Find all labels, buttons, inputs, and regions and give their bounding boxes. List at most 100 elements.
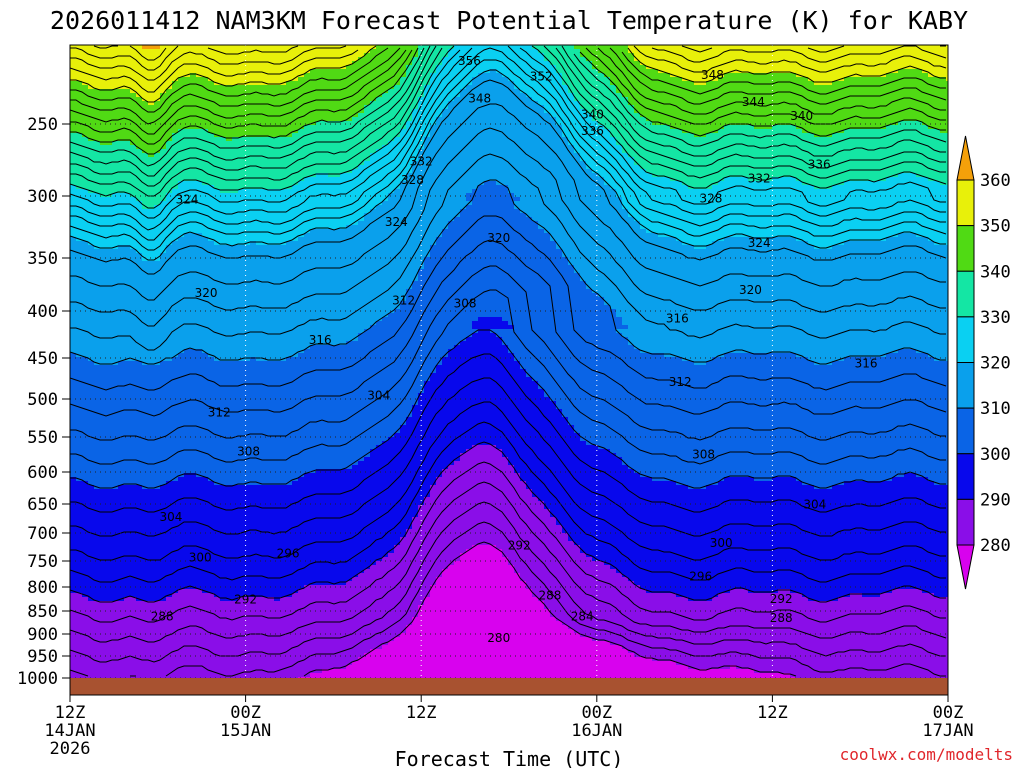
color-cell	[100, 645, 107, 650]
color-cell	[100, 597, 107, 602]
color-cell	[106, 501, 113, 506]
color-cell	[94, 49, 101, 54]
color-cell	[130, 285, 137, 290]
color-cell	[118, 205, 125, 210]
color-cell	[100, 577, 107, 582]
color-cell	[106, 245, 113, 250]
color-cell	[136, 445, 143, 450]
color-cell	[70, 601, 77, 606]
color-cell	[124, 265, 131, 270]
color-cell	[94, 469, 101, 474]
color-cell	[136, 365, 143, 370]
color-cell	[142, 241, 149, 246]
color-cell	[136, 257, 143, 262]
color-cell	[88, 357, 95, 362]
color-cell	[82, 421, 89, 426]
color-cell	[82, 285, 89, 290]
color-cell	[142, 145, 149, 150]
color-cell	[136, 545, 143, 550]
color-cell	[124, 649, 131, 654]
color-cell	[82, 441, 89, 446]
color-cell	[112, 657, 119, 662]
color-cell	[124, 297, 131, 302]
color-cell	[130, 125, 137, 130]
color-cell	[100, 321, 107, 326]
color-cell	[124, 305, 131, 310]
color-cell	[88, 193, 95, 198]
color-cell	[88, 297, 95, 302]
color-cell	[94, 377, 101, 382]
color-cell	[118, 349, 125, 354]
color-cell	[136, 421, 143, 426]
color-cell	[100, 469, 107, 474]
color-cell	[106, 201, 113, 206]
color-cell	[70, 469, 77, 474]
color-cell	[88, 545, 95, 550]
color-cell	[142, 537, 149, 542]
color-cell	[70, 113, 77, 118]
color-cell	[142, 469, 149, 474]
color-cell	[136, 629, 143, 634]
color-cell	[88, 285, 95, 290]
color-cell	[94, 593, 101, 598]
color-cell	[130, 317, 137, 322]
color-cell	[70, 81, 77, 86]
color-cell	[88, 609, 95, 614]
color-cell	[124, 529, 131, 534]
color-cell	[142, 513, 149, 518]
color-cell	[106, 401, 113, 406]
color-cell	[142, 481, 149, 486]
color-cell	[70, 293, 77, 298]
color-cell	[124, 165, 131, 170]
color-cell	[82, 517, 89, 522]
color-cell	[76, 333, 83, 338]
color-cell	[82, 77, 89, 82]
color-cell	[130, 429, 137, 434]
color-cell	[136, 353, 143, 358]
color-cell	[82, 97, 89, 102]
color-cell	[124, 505, 131, 510]
color-cell	[118, 189, 125, 194]
color-cell	[124, 669, 131, 674]
color-cell	[106, 313, 113, 318]
color-cell	[94, 241, 101, 246]
color-cell	[118, 249, 125, 254]
color-cell	[70, 341, 77, 346]
color-cell	[94, 465, 101, 470]
color-cell	[112, 321, 119, 326]
color-cell	[88, 389, 95, 394]
color-cell	[124, 389, 131, 394]
color-cell	[124, 373, 131, 378]
color-cell	[100, 545, 107, 550]
color-cell	[130, 673, 137, 678]
color-cell	[88, 345, 95, 350]
color-cell	[130, 441, 137, 446]
color-cell	[118, 197, 125, 202]
color-cell	[124, 341, 131, 346]
color-cell	[136, 673, 143, 678]
color-cell	[106, 281, 113, 286]
color-cell	[124, 153, 131, 158]
color-cell	[76, 393, 83, 398]
color-cell	[70, 617, 77, 622]
color-cell	[70, 321, 77, 326]
color-cell	[88, 337, 95, 342]
color-cell	[70, 545, 77, 550]
color-cell	[130, 465, 137, 470]
color-cell	[88, 521, 95, 526]
color-cell	[142, 489, 149, 494]
color-cell	[112, 117, 119, 122]
color-cell	[82, 181, 89, 186]
color-cell	[112, 401, 119, 406]
color-cell	[124, 525, 131, 530]
color-cell	[76, 361, 83, 366]
color-cell	[100, 273, 107, 278]
color-cell	[100, 241, 107, 246]
color-cell	[130, 537, 137, 542]
color-cell	[70, 165, 77, 170]
color-cell	[136, 281, 143, 286]
color-cell	[136, 425, 143, 430]
color-cell	[118, 545, 125, 550]
color-cell	[112, 553, 119, 558]
color-cell	[112, 253, 119, 258]
